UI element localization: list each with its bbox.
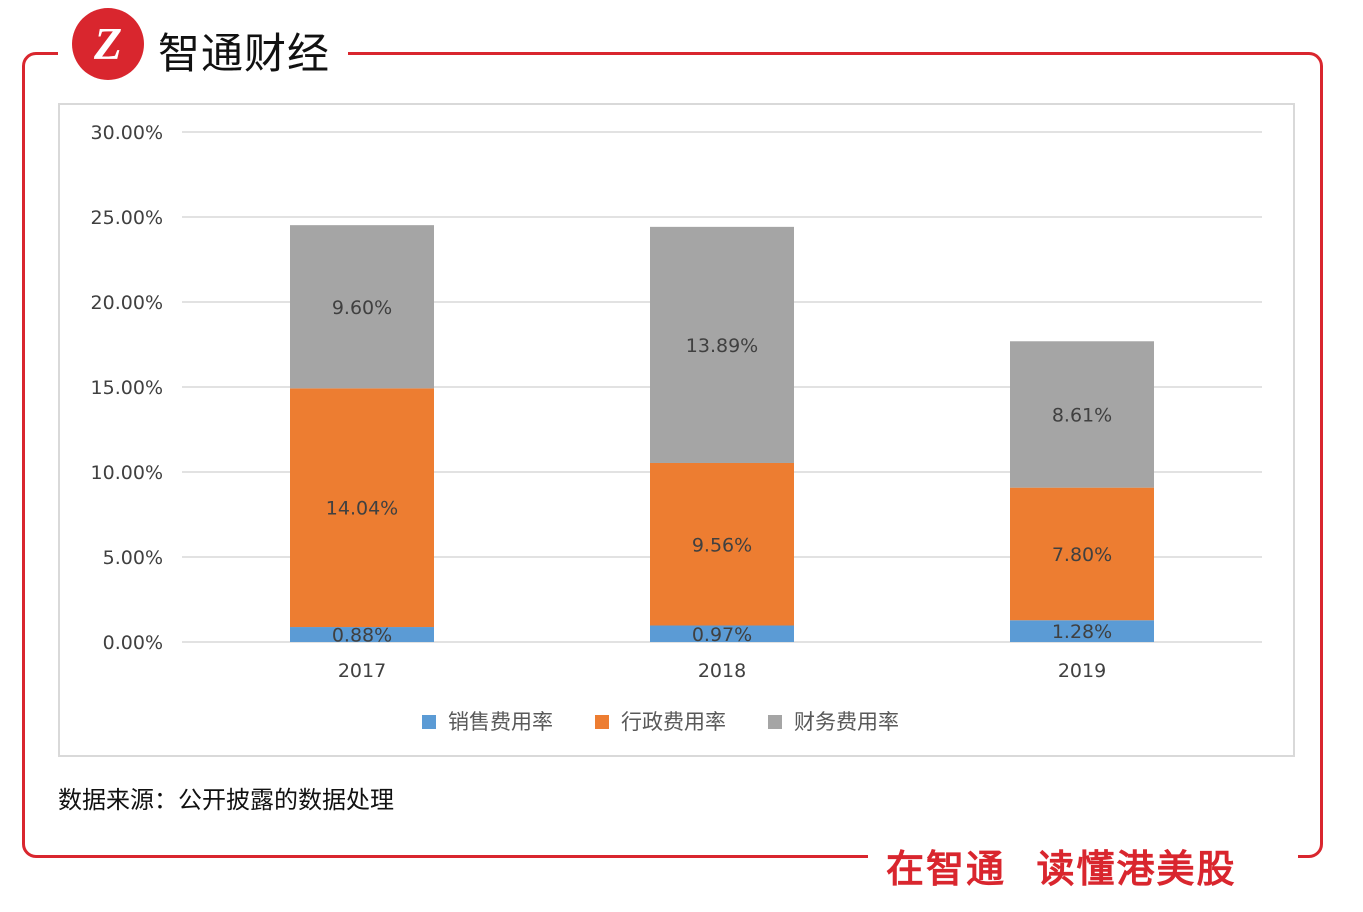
y-tick-label: 25.00% — [91, 207, 163, 229]
slogan: 在智通 读懂港美股 — [886, 847, 1237, 891]
data-label: 0.97% — [692, 624, 752, 646]
legend-swatch — [422, 715, 436, 729]
slogan-area — [868, 835, 1298, 885]
bar-segment — [290, 225, 434, 389]
x-tick-label: 2017 — [338, 660, 386, 682]
y-tick-label: 10.00% — [91, 462, 163, 484]
bar-segment — [290, 627, 434, 642]
bar-segment — [1010, 487, 1154, 621]
bar-segment — [650, 462, 794, 626]
brand-logo: Z — [72, 8, 144, 80]
data-source: 数据来源：公开披露的数据处理 — [58, 786, 394, 814]
legend-swatch — [768, 715, 782, 729]
stacked-bar-chart: 0.00% 5.00% 10.00% 15.00% 20.00% 25.00% 30.00%… — [91, 122, 1262, 734]
x-tick-label: 2018 — [698, 660, 746, 682]
bar-segment — [650, 226, 794, 463]
brand-name: 智通财经 — [158, 29, 331, 78]
data-label: 14.04% — [326, 498, 398, 520]
bar-segment — [290, 388, 434, 628]
legend-label: 销售费用率 — [448, 710, 553, 734]
data-label: 13.89% — [686, 335, 758, 357]
chart-area: 0.00% 5.00% 10.00% 15.00% 20.00% 25.00% 30.00%… — [58, 103, 1295, 757]
data-label: 7.80% — [1052, 544, 1112, 566]
y-tick-label: 20.00% — [91, 292, 163, 314]
legend-label: 财务费用率 — [794, 710, 899, 734]
bar-segment — [650, 625, 794, 642]
data-label: 9.56% — [692, 534, 752, 556]
y-tick-label: 30.00% — [91, 122, 163, 144]
data-label: 8.61% — [1052, 404, 1112, 426]
y-tick-label: 15.00% — [91, 377, 163, 399]
data-label: 0.88% — [332, 625, 392, 647]
y-tick-label: 0.00% — [103, 632, 163, 654]
legend-swatch — [595, 715, 609, 729]
data-label: 1.28% — [1052, 621, 1112, 643]
bar-segment — [1010, 620, 1154, 642]
bar-segment — [1010, 341, 1154, 488]
brand-frame — [22, 52, 1323, 858]
x-tick-label: 2019 — [1058, 660, 1106, 682]
legend-label: 行政费用率 — [621, 710, 726, 734]
data-label: 9.60% — [332, 297, 392, 319]
y-tick-label: 5.00% — [103, 547, 163, 569]
